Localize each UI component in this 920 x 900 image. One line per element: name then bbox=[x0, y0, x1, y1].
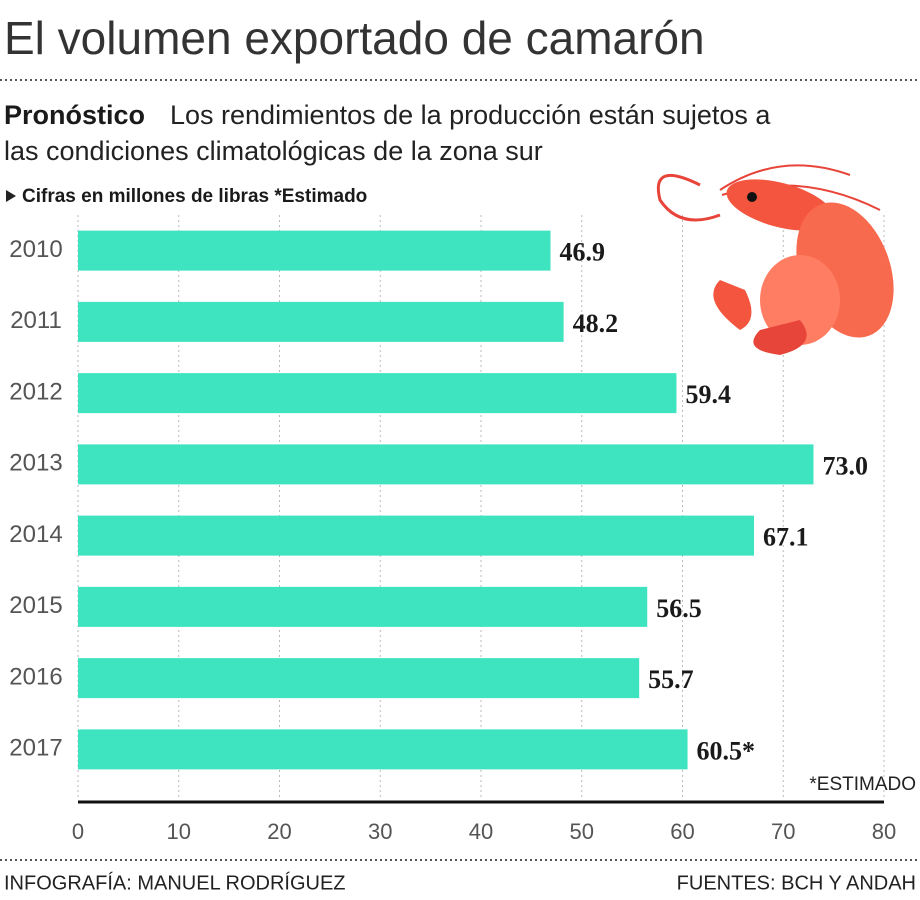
y-tick-label: 2013 bbox=[9, 450, 62, 477]
x-tick-label: 60 bbox=[670, 819, 694, 844]
bar bbox=[78, 373, 677, 414]
value-label: 73.0 bbox=[822, 451, 868, 480]
bar bbox=[78, 586, 648, 627]
y-tick-label: 2014 bbox=[9, 521, 62, 548]
x-tick-label: 80 bbox=[872, 819, 896, 844]
bar bbox=[78, 444, 814, 485]
note: Cifras en millones de libras *Estimado bbox=[22, 186, 367, 207]
subtitle-lead: Pronóstico bbox=[4, 100, 145, 130]
value-label: 48.2 bbox=[573, 309, 619, 338]
subtitle: Los rendimientos de la producción están … bbox=[170, 100, 771, 130]
y-tick-label: 2017 bbox=[9, 735, 62, 762]
x-tick-label: 0 bbox=[72, 819, 84, 844]
y-tick-label: 2015 bbox=[9, 592, 62, 619]
credit: INFOGRAFÍA: MANUEL RODRÍGUEZ bbox=[4, 871, 346, 894]
x-tick-label: 40 bbox=[469, 819, 493, 844]
value-label: 46.9 bbox=[560, 238, 606, 267]
chart-title: El volumen exportado de camarón bbox=[4, 12, 705, 64]
value-label: 56.5 bbox=[656, 594, 702, 623]
value-label: 59.4 bbox=[685, 380, 731, 409]
y-tick-label: 2012 bbox=[9, 378, 62, 405]
x-tick-label: 20 bbox=[267, 819, 291, 844]
source: FUENTES: BCH Y ANDAH bbox=[677, 872, 916, 894]
value-label: 55.7 bbox=[648, 665, 694, 694]
bar bbox=[78, 729, 688, 770]
shrimp-illustration bbox=[657, 164, 894, 355]
bar bbox=[78, 230, 551, 271]
x-tick-label: 50 bbox=[570, 819, 594, 844]
bar bbox=[78, 515, 755, 556]
bar bbox=[78, 658, 640, 699]
footnote: *ESTIMADO bbox=[809, 774, 916, 795]
note-arrow bbox=[6, 190, 16, 202]
bar bbox=[78, 301, 564, 342]
x-tick-label: 10 bbox=[167, 819, 191, 844]
y-tick-label: 2016 bbox=[9, 663, 62, 690]
x-tick-label: 30 bbox=[368, 819, 392, 844]
value-label: 67.1 bbox=[763, 523, 809, 552]
subtitle: las condiciones climatológicas de la zon… bbox=[4, 136, 543, 166]
y-tick-label: 2011 bbox=[10, 307, 62, 334]
y-tick-label: 2010 bbox=[9, 236, 62, 263]
x-tick-label: 70 bbox=[771, 819, 795, 844]
value-label: 60.5* bbox=[697, 736, 756, 765]
